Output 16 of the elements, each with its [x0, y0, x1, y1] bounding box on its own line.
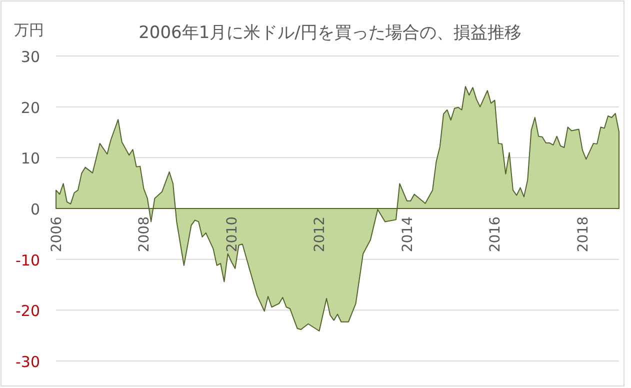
y-tick-label: 10: [20, 150, 40, 168]
y-axis-title: 万円: [14, 21, 44, 39]
y-tick-label: 20: [20, 98, 40, 117]
x-tick-label: 2012: [312, 216, 328, 252]
y-tick-label: -30: [16, 353, 40, 371]
x-tick-label: 2006: [49, 216, 65, 252]
x-tick-label: 2018: [575, 216, 592, 252]
y-tick-label: -20: [16, 302, 40, 320]
y-tick-label: -10: [16, 251, 40, 270]
y-tick-label: 30: [20, 48, 40, 66]
x-tick-label: 2016: [488, 216, 504, 252]
chart-title: 2006年1月に米ドル/円を買った場合の、損益推移: [138, 23, 522, 43]
y-tick-label: 0: [30, 200, 40, 218]
x-tick-label: 2010: [224, 216, 240, 252]
x-tick-label: 2014: [400, 216, 416, 252]
x-tick-label: 2008: [136, 216, 153, 252]
